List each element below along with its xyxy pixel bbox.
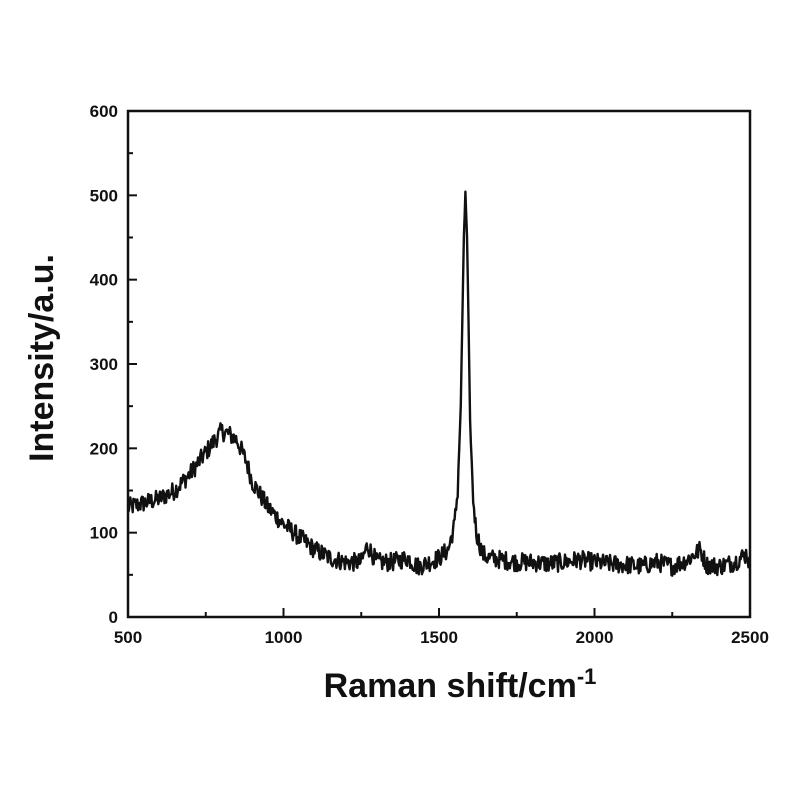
y-tick-label: 100 xyxy=(90,524,118,543)
x-tick-label: 1500 xyxy=(420,628,458,647)
x-tick-label: 2000 xyxy=(576,628,614,647)
x-axis-ticks xyxy=(127,608,751,617)
y-tick-label: 0 xyxy=(109,608,118,627)
y-axis-tick-labels: 0 100 200 300 400 500 600 xyxy=(90,102,118,627)
spectrum-line xyxy=(126,190,751,577)
x-axis-label: Raman shift/cm-1 xyxy=(324,664,597,705)
plot-frame xyxy=(126,109,752,619)
x-tick-label: 500 xyxy=(114,628,142,647)
y-tick-label: 400 xyxy=(90,271,118,290)
y-tick-label: 200 xyxy=(90,439,118,458)
y-tick-label: 300 xyxy=(90,355,118,374)
y-tick-label: 500 xyxy=(90,186,118,205)
x-axis-label-superscript: -1 xyxy=(577,664,597,689)
x-axis-label-text: Raman shift/cm xyxy=(324,667,577,705)
y-axis-ticks xyxy=(128,110,137,618)
x-tick-label: 2500 xyxy=(731,628,769,647)
series-layer xyxy=(126,190,751,577)
y-axis-label: Intensity/a.u. xyxy=(23,254,61,462)
x-axis-tick-labels: 500 1000 1500 2000 2500 xyxy=(114,628,769,647)
x-tick-label: 1000 xyxy=(265,628,303,647)
y-tick-label: 600 xyxy=(90,102,118,121)
